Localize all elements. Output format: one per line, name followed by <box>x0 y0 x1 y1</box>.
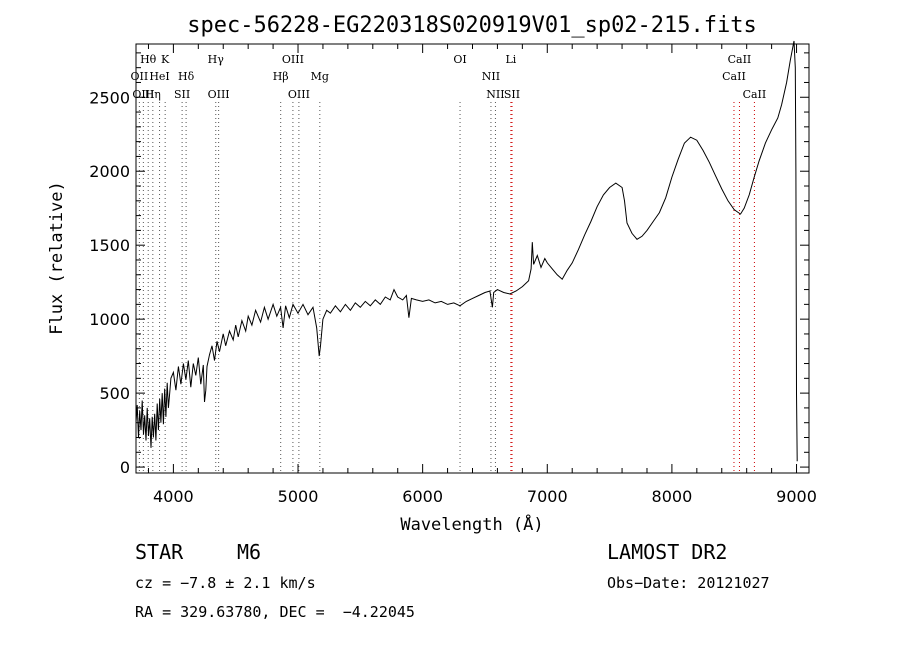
spectral-line-label: HeI <box>149 70 169 83</box>
x-tick-label: 5000 <box>278 487 319 506</box>
spectral-line-label: CaII <box>722 70 746 83</box>
spectral-line-label: Mg <box>311 70 329 83</box>
x-tick-label: 8000 <box>652 487 693 506</box>
spectral-line-label: Li <box>505 53 516 66</box>
spectral-line-label: OIII <box>288 88 310 101</box>
y-tick-label: 2500 <box>89 88 130 107</box>
y-tick-label: 1000 <box>89 310 130 329</box>
y-tick-label: 0 <box>120 458 130 477</box>
spectral-line-label: OI <box>453 53 466 66</box>
redshift-value: cz = −7.8 ± 2.1 km/s <box>135 574 316 592</box>
y-tick-label: 500 <box>99 384 130 403</box>
spectral-line-label: K <box>161 53 170 66</box>
spectral-line-label: OIII <box>208 88 230 101</box>
x-tick-label: 6000 <box>402 487 443 506</box>
spectral-line-label: Hβ <box>273 70 289 83</box>
spectral-line-label: CaII <box>743 88 767 101</box>
x-axis-ticks: 4000 5000 6000 7000 8000 9000 <box>147 44 817 506</box>
x-tick-label: 4000 <box>153 487 194 506</box>
y-axis-ticks: 0 500 1000 1500 2000 2500 <box>89 52 809 477</box>
spectrum-series-line <box>135 40 798 462</box>
spectral-line-label: Hγ <box>208 53 225 66</box>
spectral-line-label: NII <box>482 70 500 83</box>
spectral-line-label: SII <box>504 88 520 101</box>
spectral-line-label: Hθ <box>140 53 157 66</box>
plot-frame <box>135 43 810 474</box>
spectral-line-label: OII <box>131 70 149 83</box>
spectral-line-label: OIII <box>282 53 304 66</box>
spectral-line-label: CaII <box>728 53 752 66</box>
spectral-line-label: Hδ <box>178 70 195 83</box>
y-tick-label: 1500 <box>89 236 130 255</box>
x-tick-label: 9000 <box>776 487 817 506</box>
chart-title: spec-56228-EG220318S020919V01_sp02-215.f… <box>187 13 757 38</box>
y-tick-label: 2000 <box>89 162 130 181</box>
object-subclass: M6 <box>237 540 262 564</box>
spectral-line-label: SII <box>174 88 190 101</box>
spectral-line-label: Hη <box>145 88 161 101</box>
y-axis-label: Flux (relative) <box>47 181 67 335</box>
x-axis-label: Wavelength (Å) <box>400 513 543 535</box>
spectral-line-markers <box>138 102 755 473</box>
survey-name: LAMOST DR2 <box>607 540 728 564</box>
spectral-line-label: NII <box>486 88 504 101</box>
coordinates: RA = 329.63780, DEC = −4.22045 <box>135 603 415 621</box>
x-tick-label: 7000 <box>527 487 568 506</box>
observation-date: Obs−Date: 20121027 <box>607 574 770 592</box>
object-class: STAR <box>135 540 184 564</box>
